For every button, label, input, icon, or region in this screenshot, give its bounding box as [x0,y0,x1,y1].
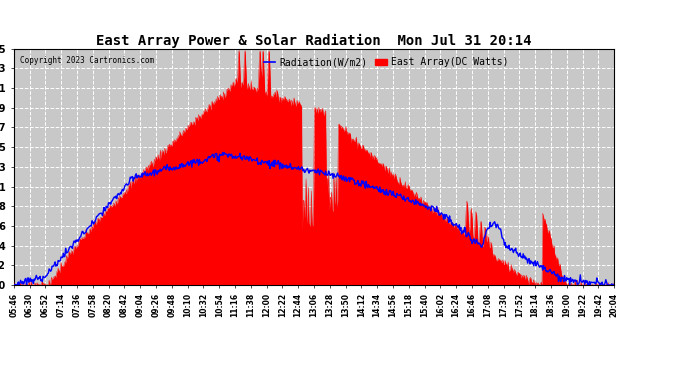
Text: Copyright 2023 Cartronics.com: Copyright 2023 Cartronics.com [20,56,154,65]
Legend: Radiation(W/m2), East Array(DC Watts): Radiation(W/m2), East Array(DC Watts) [260,54,512,71]
Title: East Array Power & Solar Radiation  Mon Jul 31 20:14: East Array Power & Solar Radiation Mon J… [96,33,532,48]
